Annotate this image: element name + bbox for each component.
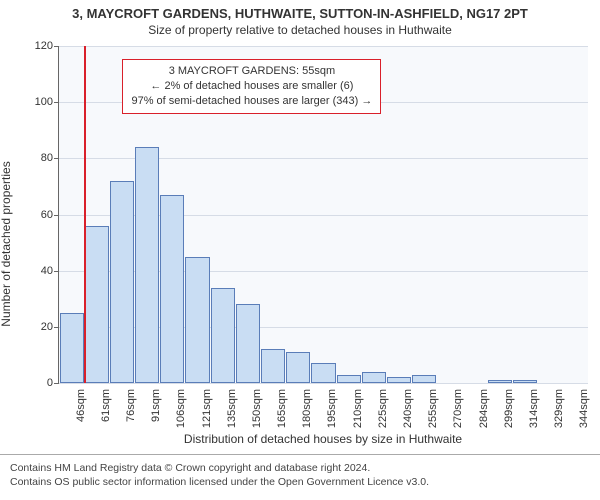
bar-slot: 46sqm xyxy=(59,46,84,383)
chart-title-sub: Size of property relative to detached ho… xyxy=(0,21,600,37)
bar-slot: 314sqm xyxy=(512,46,537,383)
bar-slot: 240sqm xyxy=(386,46,411,383)
y-tick-label: 0 xyxy=(47,377,53,389)
y-tick-mark xyxy=(54,383,59,384)
y-tick-mark xyxy=(54,102,59,103)
footer-line-2: Contains OS public sector information li… xyxy=(10,475,590,489)
reference-line xyxy=(84,46,86,383)
bar-slot: 284sqm xyxy=(462,46,487,383)
annotation-box: 3 MAYCROFT GARDENS: 55sqm← 2% of detache… xyxy=(122,59,381,114)
annotation-line: ← 2% of detached houses are smaller (6) xyxy=(131,79,372,94)
bar-slot: 329sqm xyxy=(538,46,563,383)
x-axis-label: Distribution of detached houses by size … xyxy=(58,432,588,446)
y-tick-label: 60 xyxy=(41,209,53,221)
y-tick-mark xyxy=(54,327,59,328)
y-tick-label: 40 xyxy=(41,265,53,277)
footer-line-1: Contains HM Land Registry data © Crown c… xyxy=(10,461,590,475)
chart-title-main: 3, MAYCROFT GARDENS, HUTHWAITE, SUTTON-I… xyxy=(0,0,600,21)
y-tick-mark xyxy=(54,158,59,159)
chart-area: Number of detached properties 46sqm61sqm… xyxy=(0,40,600,448)
annotation-line: 3 MAYCROFT GARDENS: 55sqm xyxy=(131,64,372,79)
annotation-line: 97% of semi-detached houses are larger (… xyxy=(131,94,372,109)
y-tick-mark xyxy=(54,46,59,47)
bar-slot: 61sqm xyxy=(84,46,109,383)
bar-slot: 299sqm xyxy=(487,46,512,383)
y-tick-label: 20 xyxy=(41,321,53,333)
x-tick-label: 344sqm xyxy=(578,350,590,389)
plot-region: 46sqm61sqm76sqm91sqm106sqm121sqm135sqm15… xyxy=(58,46,588,384)
bar-slot: 255sqm xyxy=(412,46,437,383)
y-tick-mark xyxy=(54,215,59,216)
footer: Contains HM Land Registry data © Crown c… xyxy=(0,454,600,500)
y-axis-label: Number of detached properties xyxy=(0,161,13,326)
y-tick-label: 80 xyxy=(41,152,53,164)
bar-slot: 344sqm xyxy=(563,46,588,383)
y-tick-label: 120 xyxy=(35,40,53,52)
y-tick-mark xyxy=(54,271,59,272)
bar xyxy=(135,147,159,383)
bar-slot: 270sqm xyxy=(437,46,462,383)
y-tick-label: 100 xyxy=(35,96,53,108)
bar xyxy=(110,181,134,383)
